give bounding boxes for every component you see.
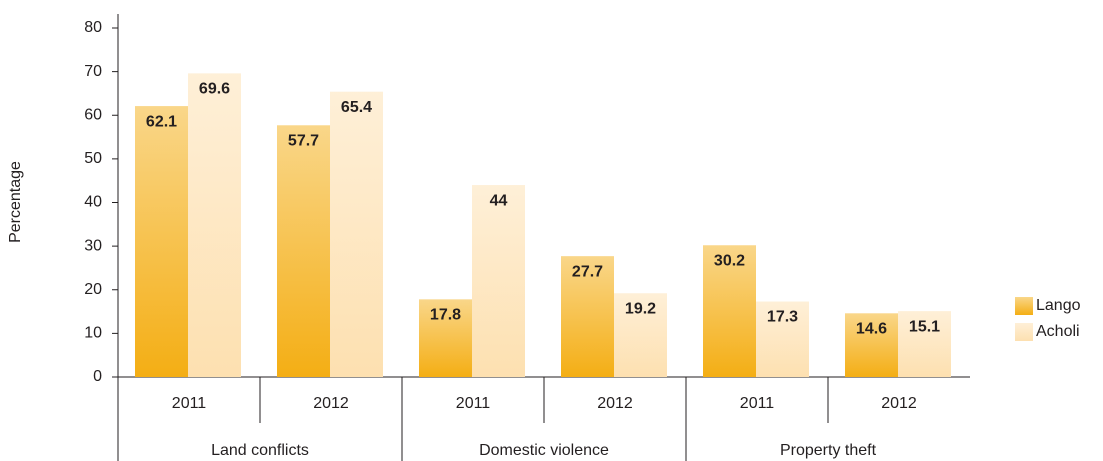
data-label: 19.2 bbox=[625, 300, 656, 317]
bar bbox=[703, 245, 756, 377]
legend-label: Acholi bbox=[1036, 323, 1080, 340]
data-label: 14.6 bbox=[856, 321, 887, 338]
x-tick-label: 2011 bbox=[740, 395, 775, 412]
data-label: 65.4 bbox=[341, 99, 372, 116]
y-tick-label: 80 bbox=[84, 19, 102, 36]
y-tick-label: 30 bbox=[84, 237, 102, 254]
data-label: 27.7 bbox=[572, 263, 603, 280]
bar bbox=[756, 301, 809, 377]
bar bbox=[330, 91, 383, 377]
data-label: 62.1 bbox=[146, 113, 177, 130]
y-tick-label: 60 bbox=[84, 106, 102, 123]
x-tick-label: 2012 bbox=[881, 395, 917, 412]
x-tick-label: 2012 bbox=[597, 395, 633, 412]
data-label: 69.6 bbox=[199, 81, 230, 98]
data-label: 44 bbox=[490, 192, 508, 209]
data-label: 17.8 bbox=[430, 307, 461, 324]
legend-swatch bbox=[1015, 323, 1033, 341]
bar bbox=[561, 256, 614, 377]
x-tick-label: 2012 bbox=[313, 395, 349, 412]
bar bbox=[898, 311, 951, 377]
y-tick-label: 10 bbox=[84, 325, 102, 342]
legend-label: Lango bbox=[1036, 297, 1081, 314]
bar bbox=[419, 299, 472, 377]
legend-swatch bbox=[1015, 297, 1033, 315]
group-label: Property theft bbox=[780, 442, 877, 459]
data-label: 15.1 bbox=[909, 318, 940, 335]
x-tick-label: 2011 bbox=[456, 395, 491, 412]
bar bbox=[135, 106, 188, 378]
data-label: 17.3 bbox=[767, 309, 798, 326]
group-label: Land conflicts bbox=[211, 442, 309, 459]
y-tick-label: 40 bbox=[84, 194, 102, 211]
data-label: 57.7 bbox=[288, 133, 319, 150]
data-label: 30.2 bbox=[714, 252, 745, 269]
y-tick-label: 20 bbox=[84, 281, 102, 298]
group-label: Domestic violence bbox=[479, 442, 609, 459]
y-tick-label: 70 bbox=[84, 63, 102, 80]
x-tick-label: 2011 bbox=[172, 395, 207, 412]
y-tick-label: 0 bbox=[93, 368, 102, 385]
bar bbox=[614, 293, 667, 377]
bar bbox=[188, 73, 241, 378]
y-tick-label: 50 bbox=[84, 150, 102, 167]
y-axis-label: Percentage bbox=[7, 161, 24, 243]
bar bbox=[277, 125, 330, 377]
bar bbox=[845, 313, 898, 377]
bar bbox=[472, 185, 525, 377]
